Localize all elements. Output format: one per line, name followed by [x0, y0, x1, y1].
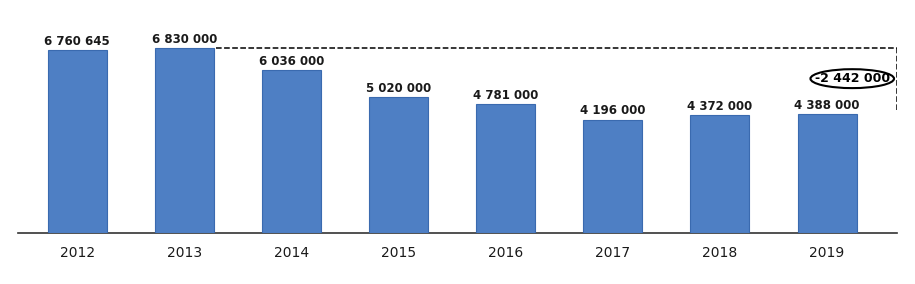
Text: 4 388 000: 4 388 000 [794, 99, 860, 112]
Text: 6 036 000: 6 036 000 [259, 55, 324, 68]
Text: 4 781 000: 4 781 000 [473, 89, 538, 102]
Text: 4 372 000: 4 372 000 [687, 100, 752, 113]
Bar [262, 70, 321, 233]
Text: 5 020 000: 5 020 000 [366, 82, 431, 95]
Bar [155, 48, 214, 233]
Bar [48, 50, 107, 233]
Text: 6 830 000: 6 830 000 [152, 33, 217, 46]
Ellipse shape [811, 69, 894, 88]
Bar [369, 97, 428, 233]
Text: 6 760 645: 6 760 645 [44, 35, 110, 48]
Bar [798, 114, 856, 233]
Bar [691, 115, 749, 233]
Text: -2 442 000: -2 442 000 [814, 72, 889, 85]
Text: 4 196 000: 4 196 000 [580, 104, 646, 117]
Bar [476, 104, 535, 233]
Bar [584, 120, 642, 233]
